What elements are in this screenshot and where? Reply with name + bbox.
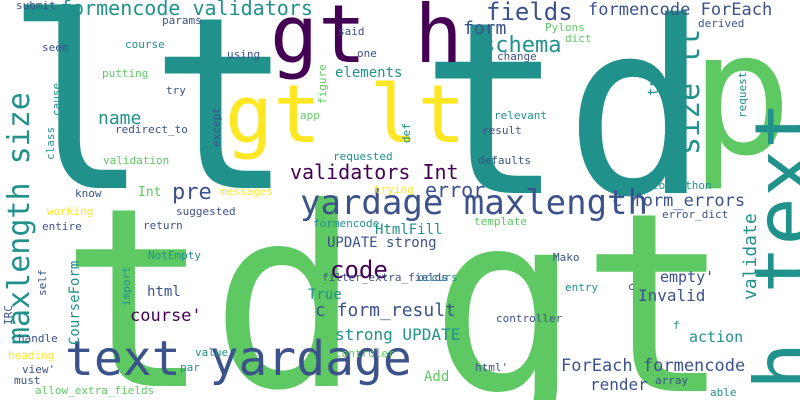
- cloud-word-defaults: defaults: [478, 154, 531, 167]
- cloud-word-code: code: [330, 256, 388, 284]
- cloud-word-notempty: NotEmpty: [148, 249, 201, 262]
- cloud-word-derived: derived: [698, 17, 745, 30]
- cloud-word-pylons: Pylons: [545, 21, 585, 34]
- cloud-word-one: one: [357, 47, 377, 60]
- cloud-word-course: course': [130, 306, 202, 326]
- cloud-word-name: name: [98, 108, 142, 129]
- cloud-word-gt-lt: gt lt: [225, 68, 466, 161]
- cloud-word-requested: requested: [333, 150, 393, 163]
- cloud-word-validation: validation: [103, 154, 170, 167]
- cloud-word-self: self: [36, 269, 49, 297]
- cloud-word-empty: empty': [660, 268, 715, 286]
- cloud-word-import: import: [120, 266, 133, 306]
- cloud-word-par: par: [180, 361, 200, 374]
- cloud-word-def: def: [400, 123, 413, 143]
- cloud-word-dict: dict: [565, 32, 592, 45]
- cloud-word-entire: entire: [42, 220, 82, 233]
- cloud-word-know: know: [75, 187, 102, 200]
- cloud-word-foreach-formencode: ForEach formencode: [561, 356, 746, 376]
- cloud-word-controler: controler: [335, 347, 395, 360]
- cloud-word-filter-extra-fields: filter_extra_fields: [322, 271, 448, 284]
- cloud-word-must: must: [14, 374, 41, 387]
- cloud-word-params: params: [162, 14, 202, 27]
- cloud-word-td: td: [60, 154, 362, 400]
- cloud-word-result: result: [482, 124, 522, 137]
- cloud-word-validators-int: validators Int: [290, 160, 459, 184]
- cloud-word-submit: submit: [16, 0, 56, 12]
- cloud-word-controller: controller: [496, 312, 563, 325]
- cloud-word-cause: cause: [50, 82, 63, 116]
- cloud-word-int: Int: [138, 185, 162, 200]
- cloud-word-messages: messages: [220, 185, 273, 198]
- cloud-word-except: except: [210, 107, 223, 147]
- cloud-word-view: view': [22, 363, 56, 376]
- cloud-word-courseform: CourseForm: [67, 260, 83, 345]
- cloud-word-value: value: [195, 346, 229, 359]
- cloud-word-fields: fields: [486, 0, 573, 26]
- cloud-word-irc: IRC: [2, 305, 15, 325]
- cloud-word-validate: validate: [740, 213, 761, 300]
- cloud-word-text-yardage: text yardage: [65, 331, 412, 387]
- cloud-word-form: form: [463, 18, 507, 39]
- cloud-word-template: template: [474, 215, 527, 228]
- cloud-word-c-form-result: c form_result: [315, 300, 456, 321]
- cloud-word-seem: seem: [42, 41, 69, 54]
- cloud-word-return: return: [143, 219, 183, 232]
- cloud-word-occurs: occurs: [418, 271, 458, 284]
- cloud-word-c: c: [628, 280, 635, 293]
- cloud-word-class: class: [44, 126, 57, 160]
- cloud-word-html: html: [147, 284, 181, 300]
- cloud-word-td: td: [420, 0, 709, 250]
- cloud-word-able: able: [710, 386, 737, 399]
- cloud-word-mako: Mako: [553, 251, 580, 264]
- cloud-word-relevant: relevant: [494, 109, 547, 122]
- cloud-word-gt: gt: [430, 159, 732, 400]
- cloud-word-htmlfill: HtmlFill: [375, 222, 443, 238]
- cloud-word-update-strong: UPDATE strong: [327, 235, 437, 251]
- cloud-word-gt-h: gt h: [270, 0, 463, 81]
- cloud-word-c-form-errors: c form_errors: [612, 191, 746, 211]
- cloud-word-heading: heading: [8, 349, 55, 362]
- cloud-word-request: request: [736, 71, 749, 118]
- cloud-word-formencode-foreach: formencode ForEach: [588, 0, 773, 20]
- cloud-word-p: p: [690, 0, 793, 194]
- cloud-word-putting: putting: [102, 67, 149, 80]
- cloud-word-array: array: [655, 374, 689, 387]
- cloud-word-handle: handle: [18, 332, 58, 345]
- cloud-word-invalid: Invalid: [638, 286, 706, 305]
- cloud-word-tr: tr: [646, 79, 662, 96]
- cloud-word-html: html': [475, 361, 509, 374]
- cloud-word-to-python: to_python: [652, 179, 712, 192]
- cloud-word-action: action: [689, 328, 744, 346]
- cloud-word-app: app: [300, 109, 320, 122]
- cloud-word-yardage-maxlength: yardage maxlength: [300, 183, 648, 223]
- cloud-word-using: using: [227, 48, 261, 61]
- cloud-word-error: error: [425, 178, 486, 202]
- cloud-word-redirect-to: redirect_to: [115, 123, 188, 136]
- cloud-word-size-lt: size lt: [672, 28, 707, 155]
- cloud-word-formencode: formencode: [313, 217, 380, 230]
- cloud-word-schema: schema: [482, 33, 562, 58]
- cloud-word-true: True: [308, 287, 342, 303]
- cloud-word-try: try: [166, 84, 186, 97]
- cloud-word-figure: figure: [316, 64, 329, 104]
- cloud-word-add: Add: [424, 369, 450, 385]
- cloud-word-allow-extra-fields: allow_extra_fields: [35, 384, 155, 397]
- cloud-word-working: working: [47, 205, 94, 218]
- cloud-word-trying: trying: [374, 183, 414, 196]
- cloud-word-render: render: [590, 375, 648, 394]
- cloud-word-error-dict: error_dict: [662, 208, 729, 221]
- cloud-word-change: change: [497, 50, 537, 63]
- cloud-word-said: said: [338, 25, 365, 38]
- cloud-word-suggested: suggested: [176, 205, 236, 218]
- cloud-word-formencode-validators: formencode validators: [60, 0, 313, 20]
- cloud-word-lt: lt: [5, 0, 294, 245]
- cloud-word-strong-update: strong UPDATE: [335, 325, 461, 344]
- cloud-word-course: course: [125, 38, 165, 51]
- cloud-word-pre: pre: [172, 180, 212, 205]
- cloud-word-entry: entry: [565, 281, 599, 294]
- cloud-word-f: f: [673, 319, 680, 332]
- cloud-word-elements: elements: [335, 65, 403, 81]
